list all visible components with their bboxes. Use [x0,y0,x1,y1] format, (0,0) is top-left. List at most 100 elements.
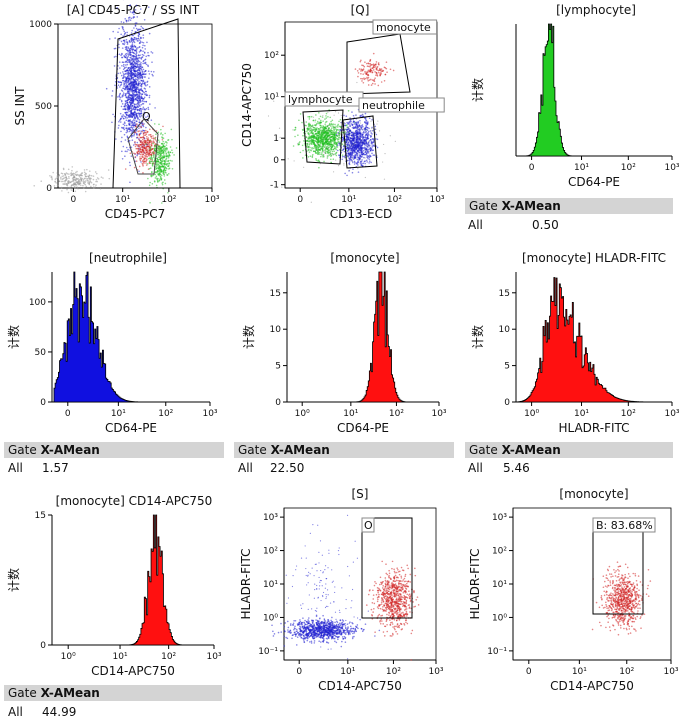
data-point [49,174,51,177]
data-point [153,138,155,140]
chart-title: [lymphocyte] [556,3,636,17]
x-tick-label: 10³ [431,409,446,419]
data-point [86,168,88,171]
data-point [368,156,370,158]
data-point [359,122,362,124]
data-point [357,127,359,129]
data-point [124,100,127,102]
x-tick-label: 10³ [429,195,444,205]
data-point [162,171,165,174]
data-point [136,116,139,119]
data-point [120,100,123,103]
data-point [367,74,370,77]
data-point [150,156,153,159]
data-point [366,148,369,151]
data-point [95,172,98,175]
data-point [63,177,66,179]
data-point [145,116,147,118]
data-point [130,79,132,81]
data-point [140,61,142,64]
data-point [56,172,59,174]
data-point [141,76,143,78]
data-point [70,186,72,188]
data-point [123,105,126,108]
data-point [152,152,154,154]
data-point [142,41,145,44]
data-point [308,145,310,148]
data-point [353,137,355,139]
data-point [344,124,346,127]
data-point [121,47,124,49]
data-point [117,127,120,129]
data-point [122,87,124,90]
data-point [327,155,329,158]
data-point [361,77,364,80]
data-point [336,149,339,152]
data-point [363,139,366,141]
data-point [161,155,164,158]
data-point [55,182,57,184]
data-point [141,156,144,158]
data-point [338,154,341,157]
data-point [328,122,331,125]
data-point [133,152,135,155]
data-point [348,152,351,155]
data-point [139,101,141,103]
data-point [160,178,163,181]
data-point [160,170,163,173]
data-point [140,58,143,60]
data-point [77,180,80,182]
data-point [143,114,146,116]
data-point [312,141,315,143]
data-point [131,49,134,52]
data-point [123,63,125,66]
data-point [327,125,329,127]
data-point [351,144,353,146]
data-point [315,152,318,155]
data-point [359,162,362,165]
data-point [126,108,129,111]
data-point [348,151,351,153]
data-point [145,143,147,145]
data-point [167,160,170,163]
data-point [139,150,142,153]
data-point [138,165,141,168]
data-point [134,61,136,64]
data-point [146,41,148,44]
data-point [132,38,134,41]
data-point [85,173,88,175]
data-point [171,138,173,141]
data-point [370,64,373,66]
data-point [369,68,372,70]
data-point [136,109,139,111]
data-point [344,156,346,159]
data-point [337,112,340,114]
data-point [373,154,376,156]
data-point [330,147,332,149]
data-point [144,154,146,157]
data-point [89,181,92,183]
x-tick-label: 10¹ [111,409,126,419]
data-point [165,158,167,161]
y-tick-label: -1 [270,181,279,191]
data-point [120,89,123,92]
data-point [147,6,150,8]
data-point [136,136,139,139]
data-point [149,148,151,151]
data-point [317,136,320,139]
data-point [312,119,315,122]
data-point [313,126,315,129]
y-axis-label: 计数 [241,325,256,349]
data-point [344,637,346,640]
data-point [136,97,139,100]
data-point [341,149,344,152]
data-point [165,172,167,174]
data-point [157,177,159,180]
data-point [361,114,363,116]
data-point [132,84,135,87]
data-point [362,162,365,165]
data-point [332,154,334,156]
data-point [67,191,70,194]
data-point [378,629,381,632]
data-point [328,127,330,129]
